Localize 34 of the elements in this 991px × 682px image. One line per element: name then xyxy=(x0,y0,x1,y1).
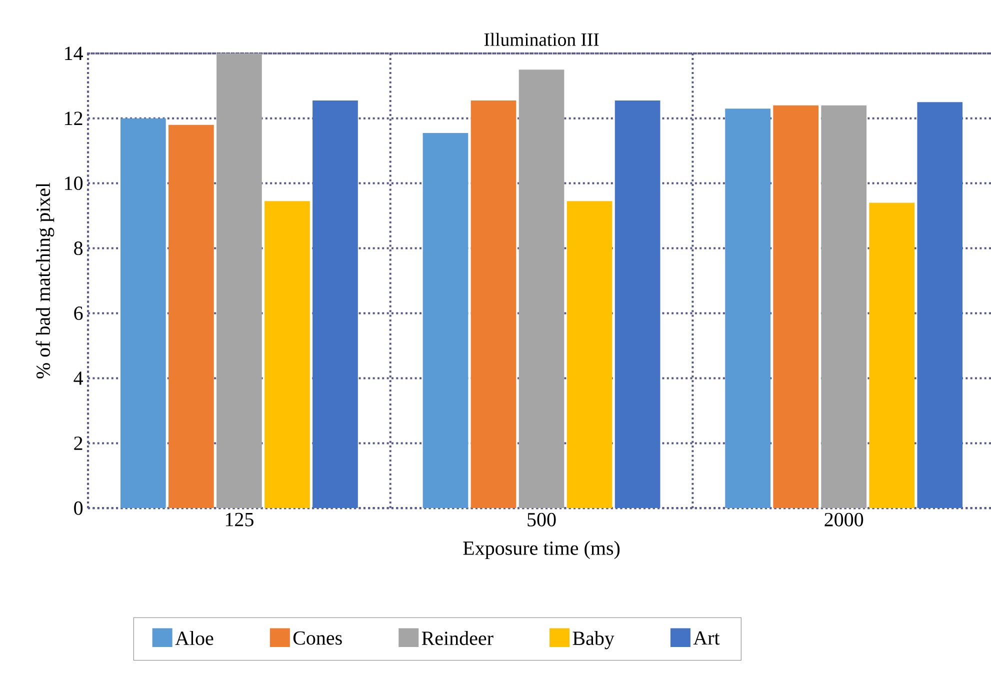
bar xyxy=(614,100,660,508)
bar xyxy=(168,125,214,508)
bar xyxy=(120,118,166,508)
bar xyxy=(312,100,358,508)
bar xyxy=(422,133,468,508)
bar xyxy=(566,201,612,508)
x-axis-title: Exposure time (ms) xyxy=(463,541,620,560)
y-tick-label: 0 xyxy=(74,502,83,516)
y-tick-label: 6 xyxy=(74,306,83,320)
y-tick-label: 10 xyxy=(65,176,83,190)
legend-label: Cones xyxy=(293,632,342,645)
bar xyxy=(725,108,770,508)
bar xyxy=(917,102,963,508)
bar xyxy=(264,201,310,508)
x-tick-label: 500 xyxy=(528,513,556,527)
legend-label: Aloe xyxy=(175,631,214,646)
y-tick-label: 2 xyxy=(74,436,82,450)
x-tick-label: 125 xyxy=(226,513,254,527)
bar xyxy=(470,100,516,508)
bar xyxy=(821,106,867,508)
legend-label: Reindeer xyxy=(422,631,494,646)
x-tick-label: 2000 xyxy=(824,513,864,527)
y-tick-label: 12 xyxy=(65,112,82,126)
legend-label: Baby xyxy=(572,631,614,650)
chart-title: Illumination III xyxy=(484,33,599,46)
bar xyxy=(518,70,564,508)
y-axis-title: % of bad matching pixel xyxy=(36,183,54,379)
legend-label: Art xyxy=(693,632,720,645)
bar xyxy=(773,106,819,508)
y-tick-label: 14 xyxy=(65,46,83,60)
y-tick-label: 8 xyxy=(74,242,83,256)
bar xyxy=(869,203,915,508)
y-tick-label: 4 xyxy=(74,372,83,386)
bar xyxy=(216,54,262,508)
